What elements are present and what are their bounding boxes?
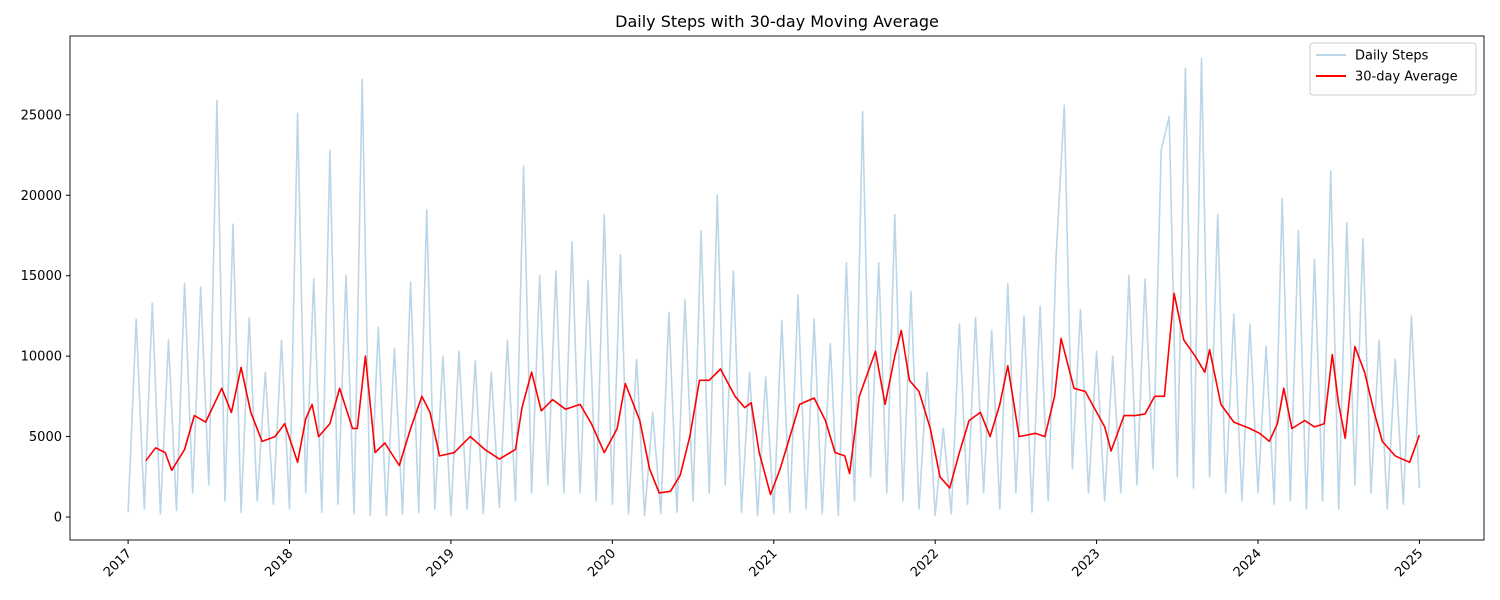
- plot-frame: [69, 35, 1485, 541]
- x-tick-label: 2025: [1392, 546, 1426, 580]
- series-line: [127, 57, 1421, 517]
- x-tick-label: 2022: [908, 546, 942, 580]
- x-tick-label: 2020: [585, 546, 619, 580]
- legend-box: [1309, 42, 1477, 96]
- x-tick-label: 2019: [424, 546, 458, 580]
- legend-label: Daily Steps: [1355, 49, 1429, 64]
- y-tick-label: 20000: [21, 189, 62, 204]
- y-tick-label: 0: [54, 510, 62, 525]
- y-tick-label: 15000: [21, 269, 62, 284]
- x-tick-label: 2024: [1231, 546, 1265, 580]
- x-tick-label: 2023: [1069, 546, 1103, 580]
- chart-title: Daily Steps with 30-day Moving Average: [615, 12, 939, 31]
- y-tick-label: 25000: [21, 108, 62, 123]
- x-tick-label: 2018: [262, 546, 296, 580]
- series-line: [145, 292, 1421, 496]
- y-tick-label: 5000: [29, 430, 62, 445]
- y-tick-label: 10000: [21, 350, 62, 365]
- legend-label: 30-day Average: [1355, 70, 1458, 85]
- x-tick-label: 2021: [747, 546, 781, 580]
- x-tick-label: 2017: [101, 546, 135, 580]
